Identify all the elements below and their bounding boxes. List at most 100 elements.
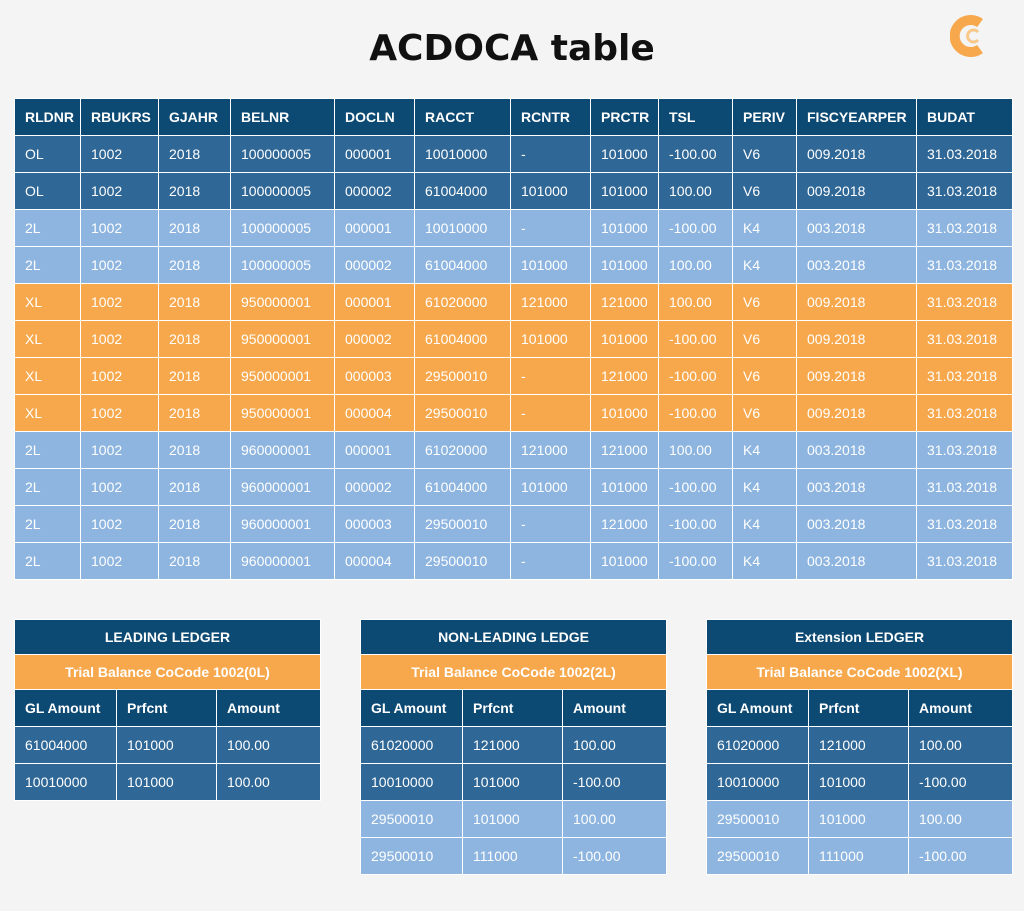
table-cell: 1002: [80, 135, 159, 173]
table-cell: 31.03.2018: [916, 542, 1013, 580]
table-cell: 100.00: [658, 172, 733, 210]
table-cell: 1002: [80, 468, 159, 506]
table-cell: 1002: [80, 431, 159, 469]
table-row: 10010000 101000 -100.00: [706, 763, 1014, 801]
table-cell: 950000001: [230, 357, 335, 395]
column-header: GJAHR: [158, 98, 231, 136]
table-cell: 009.2018: [796, 135, 917, 173]
table-cell: 29500010: [414, 542, 511, 580]
ledger-header-row: GL Amount Prfcnt Amount: [14, 689, 321, 727]
table-cell: 009.2018: [796, 283, 917, 321]
table-cell: 31.03.2018: [916, 505, 1013, 543]
table-cell: XL: [14, 394, 81, 432]
table-cell: -100.00: [658, 135, 733, 173]
table-cell: V6: [732, 320, 797, 358]
table-cell: 121000: [808, 726, 909, 764]
column-header: GL Amount: [706, 689, 809, 727]
ledger-header-row: GL Amount Prfcnt Amount: [706, 689, 1014, 727]
table-cell: 29500010: [360, 800, 463, 838]
table-cell: 1002: [80, 320, 159, 358]
table-cell: 2018: [158, 246, 231, 284]
table-cell: 61020000: [360, 726, 463, 764]
table-cell: 000004: [334, 542, 415, 580]
table-cell: -100.00: [907, 837, 1014, 875]
table-cell: -100.00: [658, 357, 733, 395]
table-cell: 100000005: [230, 246, 335, 284]
table-cell: -100.00: [907, 763, 1014, 801]
table-row: 29500010 111000 -100.00: [706, 837, 1014, 875]
table-cell: 10010000: [414, 135, 511, 173]
table-cell: 31.03.2018: [916, 431, 1013, 469]
table-cell: 2018: [158, 394, 231, 432]
table-cell: 61020000: [414, 431, 511, 469]
ledger-title: LEADING LEDGER: [14, 619, 321, 655]
table-cell: K4: [732, 209, 797, 247]
table-cell: 003.2018: [796, 542, 917, 580]
table-cell: -100.00: [658, 209, 733, 247]
table-cell: V6: [732, 135, 797, 173]
table-cell: 2L: [14, 542, 81, 580]
ledger-subtitle: Trial Balance CoCode 1002(0L): [14, 654, 321, 690]
table-cell: 2018: [158, 431, 231, 469]
table-cell: -: [510, 209, 591, 247]
table-cell: 61004000: [414, 468, 511, 506]
table-row: XL 1002 2018 950000001 000004 29500010-101000…: [14, 394, 1013, 432]
table-cell: 101000: [590, 394, 659, 432]
column-header: GL Amount: [360, 689, 463, 727]
table-cell: 003.2018: [796, 468, 917, 506]
table-cell: 31.03.2018: [916, 135, 1013, 173]
table-cell: K4: [732, 246, 797, 284]
table-cell: 29500010: [414, 394, 511, 432]
table-cell: 100.00: [561, 800, 668, 838]
table-cell: 121000: [590, 357, 659, 395]
table-cell: 111000: [808, 837, 909, 875]
table-cell: 101000: [510, 320, 591, 358]
table-cell: 101000: [590, 320, 659, 358]
table-row: 2L 1002 2018 100000005 000001 10010000-101000…: [14, 209, 1013, 247]
table-cell: 1002: [80, 505, 159, 543]
table-cell: 101000: [590, 542, 659, 580]
table-cell: 000002: [334, 172, 415, 210]
table-cell: 000004: [334, 394, 415, 432]
table-cell: 61004000: [14, 726, 117, 764]
table-cell: 009.2018: [796, 320, 917, 358]
table-cell: 2L: [14, 246, 81, 284]
table-cell: 003.2018: [796, 505, 917, 543]
table-cell: 29500010: [706, 800, 809, 838]
table-cell: 29500010: [706, 837, 809, 875]
table-cell: K4: [732, 542, 797, 580]
table-cell: 101000: [590, 246, 659, 284]
table-cell: -: [510, 357, 591, 395]
table-row: 29500010 101000 100.00: [360, 800, 668, 838]
column-header: Prfcnt: [462, 689, 563, 727]
table-cell: 1002: [80, 246, 159, 284]
acdoca-header-row: RLDNR RBUKRS GJAHR BELNR DOCLN RACCT RCNTR PRCT…: [14, 98, 1013, 136]
table-cell: XL: [14, 357, 81, 395]
ledger-header-row: GL Amount Prfcnt Amount: [360, 689, 668, 727]
table-cell: V6: [732, 283, 797, 321]
table-row: 2L 1002 2018 960000001 000001 61020000 121000 1…: [14, 431, 1013, 469]
table-cell: 101000: [590, 209, 659, 247]
table-cell: 2018: [158, 135, 231, 173]
column-header: TSL: [658, 98, 733, 136]
table-cell: 101000: [808, 763, 909, 801]
table-cell: 000003: [334, 357, 415, 395]
table-cell: 101000: [510, 468, 591, 506]
table-row: XL 1002 2018 950000001 000002 61004000 101000 1…: [14, 320, 1013, 358]
table-cell: -100.00: [561, 837, 668, 875]
table-cell: 31.03.2018: [916, 172, 1013, 210]
leading-ledger-table: LEADING LEDGER Trial Balance CoCode 1002(…: [14, 619, 321, 801]
table-cell: 29500010: [360, 837, 463, 875]
table-cell: V6: [732, 357, 797, 395]
table-cell: 1002: [80, 209, 159, 247]
table-cell: 009.2018: [796, 172, 917, 210]
table-cell: 10010000: [360, 763, 463, 801]
table-cell: 003.2018: [796, 431, 917, 469]
column-header: GL Amount: [14, 689, 117, 727]
table-cell: 000002: [334, 468, 415, 506]
table-cell: 100.00: [658, 246, 733, 284]
table-row: 2L 1002 2018 960000001 000002 61004000 101000 1…: [14, 468, 1013, 506]
table-cell: 10010000: [14, 763, 117, 801]
table-row: 29500010 101000 100.00: [706, 800, 1014, 838]
table-cell: 31.03.2018: [916, 246, 1013, 284]
